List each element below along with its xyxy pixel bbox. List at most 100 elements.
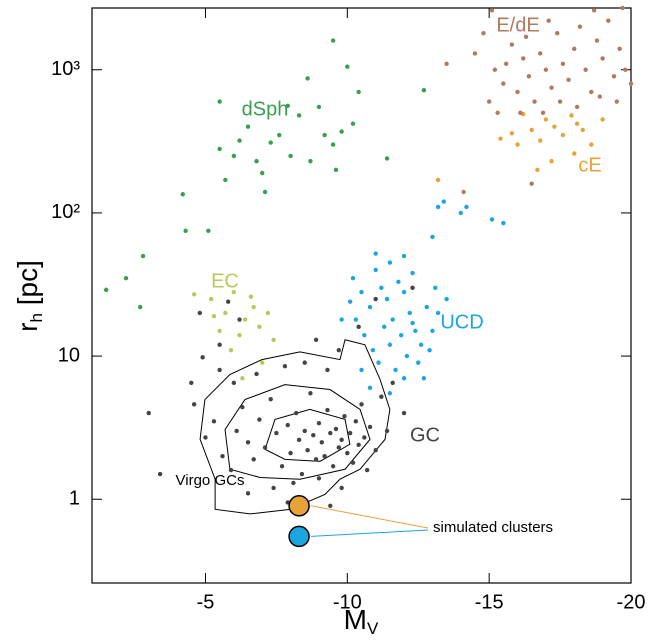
data-point — [347, 299, 353, 304]
data-point — [328, 503, 333, 508]
data-point — [330, 464, 336, 469]
data-point — [353, 419, 359, 424]
x-axis-label: MV — [344, 604, 379, 638]
data-point — [501, 81, 506, 86]
data-point — [410, 320, 415, 326]
data-point — [299, 471, 305, 477]
data-point — [583, 67, 588, 72]
data-point — [461, 189, 466, 195]
data-point — [285, 422, 290, 428]
data-point — [549, 85, 554, 90]
x-tick-label: -10 — [333, 591, 362, 613]
data-point — [296, 437, 302, 443]
data-point — [103, 287, 109, 293]
data-point — [191, 292, 197, 297]
data-point — [313, 337, 319, 342]
data-point — [305, 76, 310, 81]
data-point — [308, 158, 313, 164]
data-point — [268, 140, 273, 145]
data-point — [574, 104, 580, 110]
data-point — [282, 363, 288, 369]
data-point — [591, 8, 597, 13]
data-point — [543, 117, 549, 122]
data-point — [367, 385, 373, 391]
y-tick-label: 1 — [69, 488, 80, 510]
data-point — [339, 129, 344, 134]
data-point — [538, 138, 543, 143]
data-point — [223, 177, 228, 183]
data-point — [356, 89, 361, 95]
data-point — [333, 167, 339, 173]
data-point — [311, 433, 316, 438]
data-point — [611, 74, 617, 79]
data-point — [285, 103, 290, 109]
data-point — [265, 310, 271, 316]
data-point — [413, 328, 418, 334]
data-point — [577, 24, 583, 29]
data-point — [157, 471, 163, 477]
data-point — [245, 440, 251, 445]
data-point — [498, 136, 503, 141]
simulated-cluster — [288, 525, 310, 548]
data-point — [260, 360, 265, 365]
data-point — [234, 428, 239, 434]
data-point — [566, 77, 571, 83]
y-tick-label: 10 — [58, 344, 80, 366]
data-point — [305, 448, 310, 453]
data-point — [495, 110, 500, 116]
data-point — [203, 435, 208, 440]
data-point — [245, 124, 251, 129]
data-point — [552, 124, 557, 129]
data-point — [316, 104, 322, 110]
y-tick-label: 10² — [51, 201, 80, 223]
data-point — [410, 270, 415, 276]
x-tick-label: -15 — [475, 591, 504, 613]
data-point — [399, 332, 404, 338]
data-point — [464, 204, 469, 210]
data-point — [580, 127, 585, 133]
data-point — [254, 371, 259, 377]
data-point — [291, 480, 296, 486]
data-point — [492, 67, 498, 72]
data-point — [277, 132, 282, 138]
data-point — [328, 430, 333, 436]
data-point — [373, 296, 378, 302]
data-point — [560, 61, 566, 67]
data-point — [535, 167, 540, 173]
data-point — [333, 426, 339, 432]
data-point — [313, 457, 319, 462]
data-point — [330, 142, 336, 147]
data-point — [620, 5, 625, 11]
data-point — [421, 376, 427, 381]
data-point — [427, 347, 432, 353]
data-point — [245, 491, 251, 496]
data-point — [538, 51, 543, 56]
data-point — [396, 279, 401, 285]
data-point — [481, 31, 486, 36]
data-point — [623, 67, 628, 72]
data-point — [589, 89, 594, 95]
data-point — [339, 437, 344, 443]
data-point — [240, 404, 245, 410]
data-point — [359, 367, 364, 373]
data-point — [138, 304, 143, 310]
data-point — [569, 113, 574, 118]
data-point — [572, 151, 577, 156]
data-point — [373, 448, 378, 453]
data-point — [529, 181, 534, 186]
data-point — [379, 394, 384, 399]
data-point — [526, 74, 532, 79]
data-point — [197, 310, 202, 316]
data-point — [404, 353, 410, 359]
data-point — [308, 391, 313, 396]
data-point — [606, 18, 611, 23]
plot-frame — [91, 7, 632, 584]
data-point — [572, 46, 577, 52]
data-point — [435, 310, 441, 316]
data-point — [546, 18, 551, 23]
data-point — [350, 121, 356, 126]
data-point — [231, 289, 237, 295]
data-point — [364, 467, 370, 473]
contour — [264, 408, 351, 462]
